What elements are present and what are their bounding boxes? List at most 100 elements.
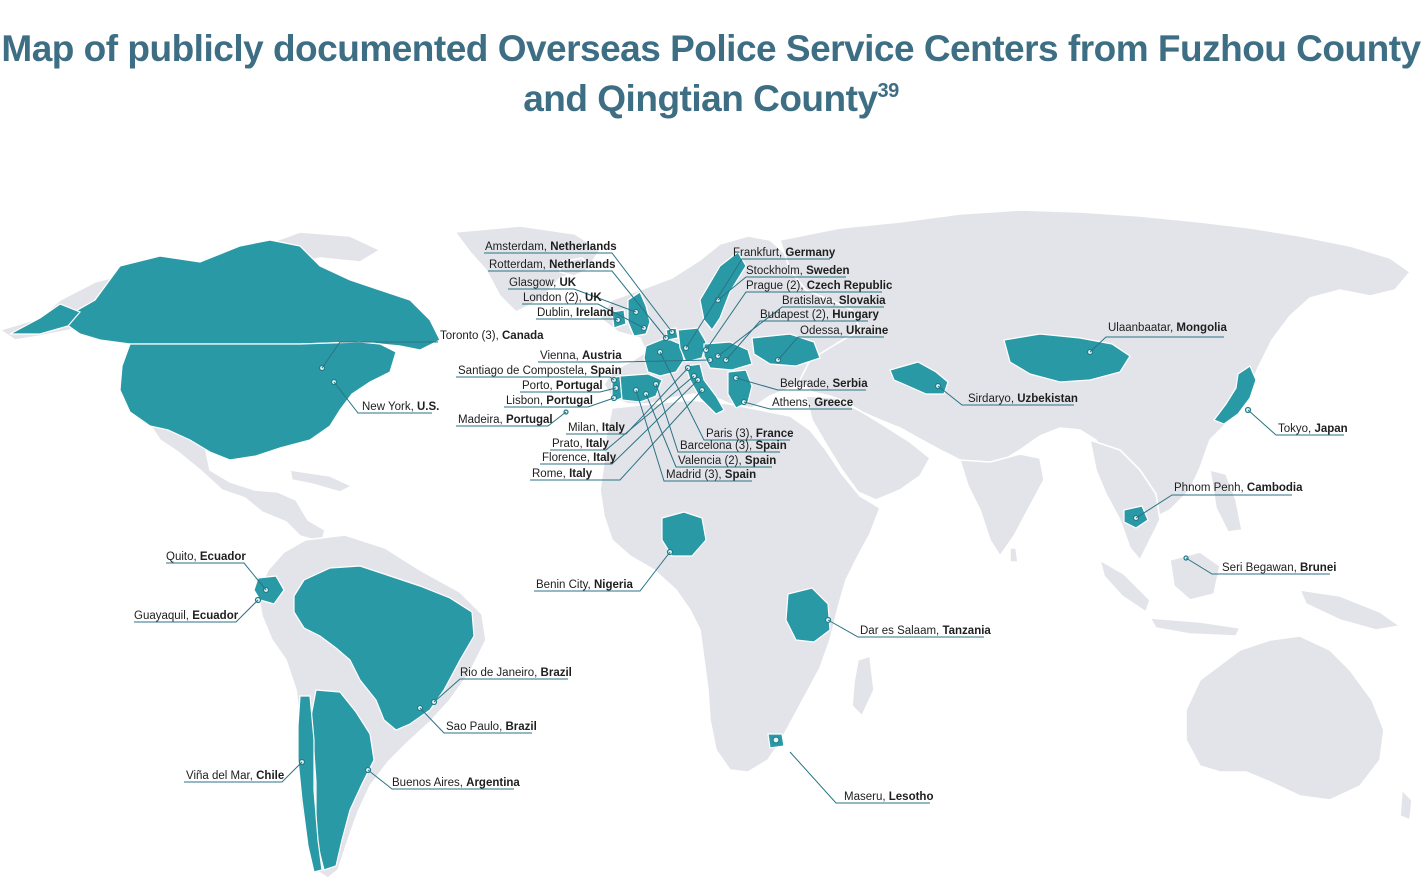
- leader-benincity: [534, 551, 671, 592]
- label-toronto-city: Toronto (3),: [440, 330, 502, 342]
- land-srilanka: [1009, 547, 1019, 563]
- country-tanzania: [785, 587, 831, 643]
- label-valencia-country: Spain: [745, 455, 776, 467]
- land-arabia: [805, 395, 931, 501]
- label-maseru-country: Lesotho: [889, 791, 934, 803]
- label-toronto: Toronto (3), Canada: [440, 330, 544, 342]
- label-rome-city: Rome,: [532, 468, 569, 480]
- label-buenosaires: Buenos Aires, Argentina: [392, 777, 520, 789]
- map-title: Map of publicly documented Overseas Poli…: [0, 24, 1422, 124]
- leader-seribegawan: [1185, 557, 1330, 575]
- label-riodejaneiro-city: Rio de Janeiro,: [460, 667, 541, 679]
- label-lisbon: Lisbon, Portugal: [506, 395, 593, 407]
- label-sirdaryo: Sirdaryo, Uzbekistan: [968, 393, 1078, 405]
- leader-madrid: [635, 389, 752, 482]
- land-australia: [1185, 635, 1385, 801]
- label-vienna: Vienna, Austria: [540, 350, 622, 362]
- label-sirdaryo-country: Uzbekistan: [1017, 393, 1078, 405]
- land-java: [1149, 617, 1241, 637]
- label-ulaanbaatar-country: Mongolia: [1176, 322, 1227, 334]
- land-new-zealand: [1399, 789, 1413, 821]
- label-guayaquil-country: Ecuador: [192, 610, 239, 622]
- label-quito-country: Ecuador: [200, 551, 247, 563]
- label-seribegawan-city: Seri Begawan,: [1222, 562, 1300, 574]
- leader-florence: [540, 379, 699, 465]
- leader-prague: [705, 291, 882, 351]
- leader-tokyo: [1247, 409, 1344, 436]
- dot-maseru: [772, 736, 780, 744]
- country-chile: [297, 695, 323, 873]
- country-japan: [1213, 365, 1257, 425]
- label-belgrade: Belgrade, Serbia: [780, 378, 868, 390]
- label-rotterdam: Rotterdam, Netherlands: [489, 259, 616, 271]
- leader-quito: [166, 562, 267, 591]
- label-tokyo-city: Tokyo,: [1278, 423, 1314, 435]
- land-philippines: [1209, 469, 1243, 533]
- leader-milan: [566, 367, 689, 435]
- leader-london: [522, 303, 645, 329]
- label-newyork: New York, U.S.: [362, 401, 439, 413]
- label-porto: Porto, Portugal: [522, 380, 603, 392]
- label-santiago: Santiago de Compostela, Spain: [458, 365, 622, 377]
- label-valencia: Valencia (2), Spain: [678, 455, 776, 467]
- leader-glasgow: [508, 288, 637, 313]
- label-bratislava-country: Slovakia: [839, 295, 886, 307]
- label-dublin: Dublin, Ireland: [537, 307, 614, 319]
- label-madeira: Madeira, Portugal: [458, 414, 553, 426]
- label-florence: Florence, Italy: [542, 452, 617, 464]
- leader-sirdaryo: [937, 385, 1074, 406]
- label-madrid: Madrid (3), Spain: [666, 469, 756, 481]
- label-frankfurt-country: Germany: [785, 247, 835, 259]
- country-argentina: [309, 689, 375, 871]
- label-paris-country: France: [756, 428, 794, 440]
- label-dublin-country: Ireland: [576, 307, 614, 319]
- label-prague-country: Czech Republic: [807, 280, 893, 292]
- country-nigeria: [661, 511, 707, 557]
- label-amsterdam: Amsterdam, Netherlands: [485, 241, 617, 253]
- label-saopaulo: Sao Paulo, Brazil: [446, 721, 537, 733]
- land-india: [959, 453, 1045, 557]
- label-porto-country: Portugal: [556, 380, 603, 392]
- label-daressalaam-city: Dar es Salaam,: [860, 625, 942, 637]
- label-florence-country: Italy: [593, 452, 617, 464]
- label-phnompenh: Phnom Penh, Cambodia: [1174, 482, 1303, 494]
- label-phnompenh-country: Cambodia: [1247, 482, 1303, 494]
- label-ulaanbaatar: Ulaanbaatar, Mongolia: [1108, 322, 1227, 334]
- label-milan-city: Milan,: [568, 422, 602, 434]
- label-paris: Paris (3), France: [706, 428, 794, 440]
- country-usa-alaska: [9, 303, 82, 335]
- country-ukraine: [751, 333, 821, 367]
- label-vienna-country: Austria: [582, 350, 622, 362]
- leader-valencia: [645, 393, 772, 468]
- country-usa: [119, 341, 397, 461]
- leader-ulaanbaatar: [1089, 336, 1224, 353]
- label-rome-country: Italy: [569, 468, 593, 480]
- label-bratislava: Bratislava, Slovakia: [782, 295, 886, 307]
- label-lisbon-city: Lisbon,: [506, 395, 546, 407]
- label-benincity-country: Nigeria: [594, 579, 634, 591]
- label-odessa: Odessa, Ukraine: [800, 325, 888, 337]
- label-quito: Quito, Ecuador: [166, 551, 246, 563]
- label-newyork-country: U.S.: [417, 401, 439, 413]
- land-new-guinea: [1299, 589, 1401, 631]
- label-benincity: Benin City, Nigeria: [536, 579, 634, 591]
- leader-vinadelmar: [184, 761, 303, 783]
- leader-porto: [520, 387, 617, 393]
- label-glasgow-country: UK: [560, 277, 577, 289]
- label-florence-city: Florence,: [542, 452, 593, 464]
- label-belgrade-country: Serbia: [832, 378, 868, 390]
- label-prato: Prato, Italy: [552, 438, 610, 450]
- label-daressalaam: Dar es Salaam, Tanzania: [860, 625, 991, 637]
- label-saopaulo-city: Sao Paulo,: [446, 721, 505, 733]
- leader-toronto: [321, 341, 438, 369]
- country-central-europe: [703, 341, 753, 371]
- label-madeira-country: Portugal: [506, 414, 553, 426]
- leader-vienna: [538, 359, 711, 363]
- label-dublin-city: Dublin,: [537, 307, 576, 319]
- labels: Amsterdam, Netherlands Rotterdam, Nether…: [134, 241, 1348, 803]
- label-quito-city: Quito,: [166, 551, 200, 563]
- label-rome: Rome, Italy: [532, 468, 593, 480]
- land-africa: [599, 399, 881, 773]
- leader-frankfurt: [685, 258, 830, 349]
- label-prato-city: Prato,: [552, 438, 586, 450]
